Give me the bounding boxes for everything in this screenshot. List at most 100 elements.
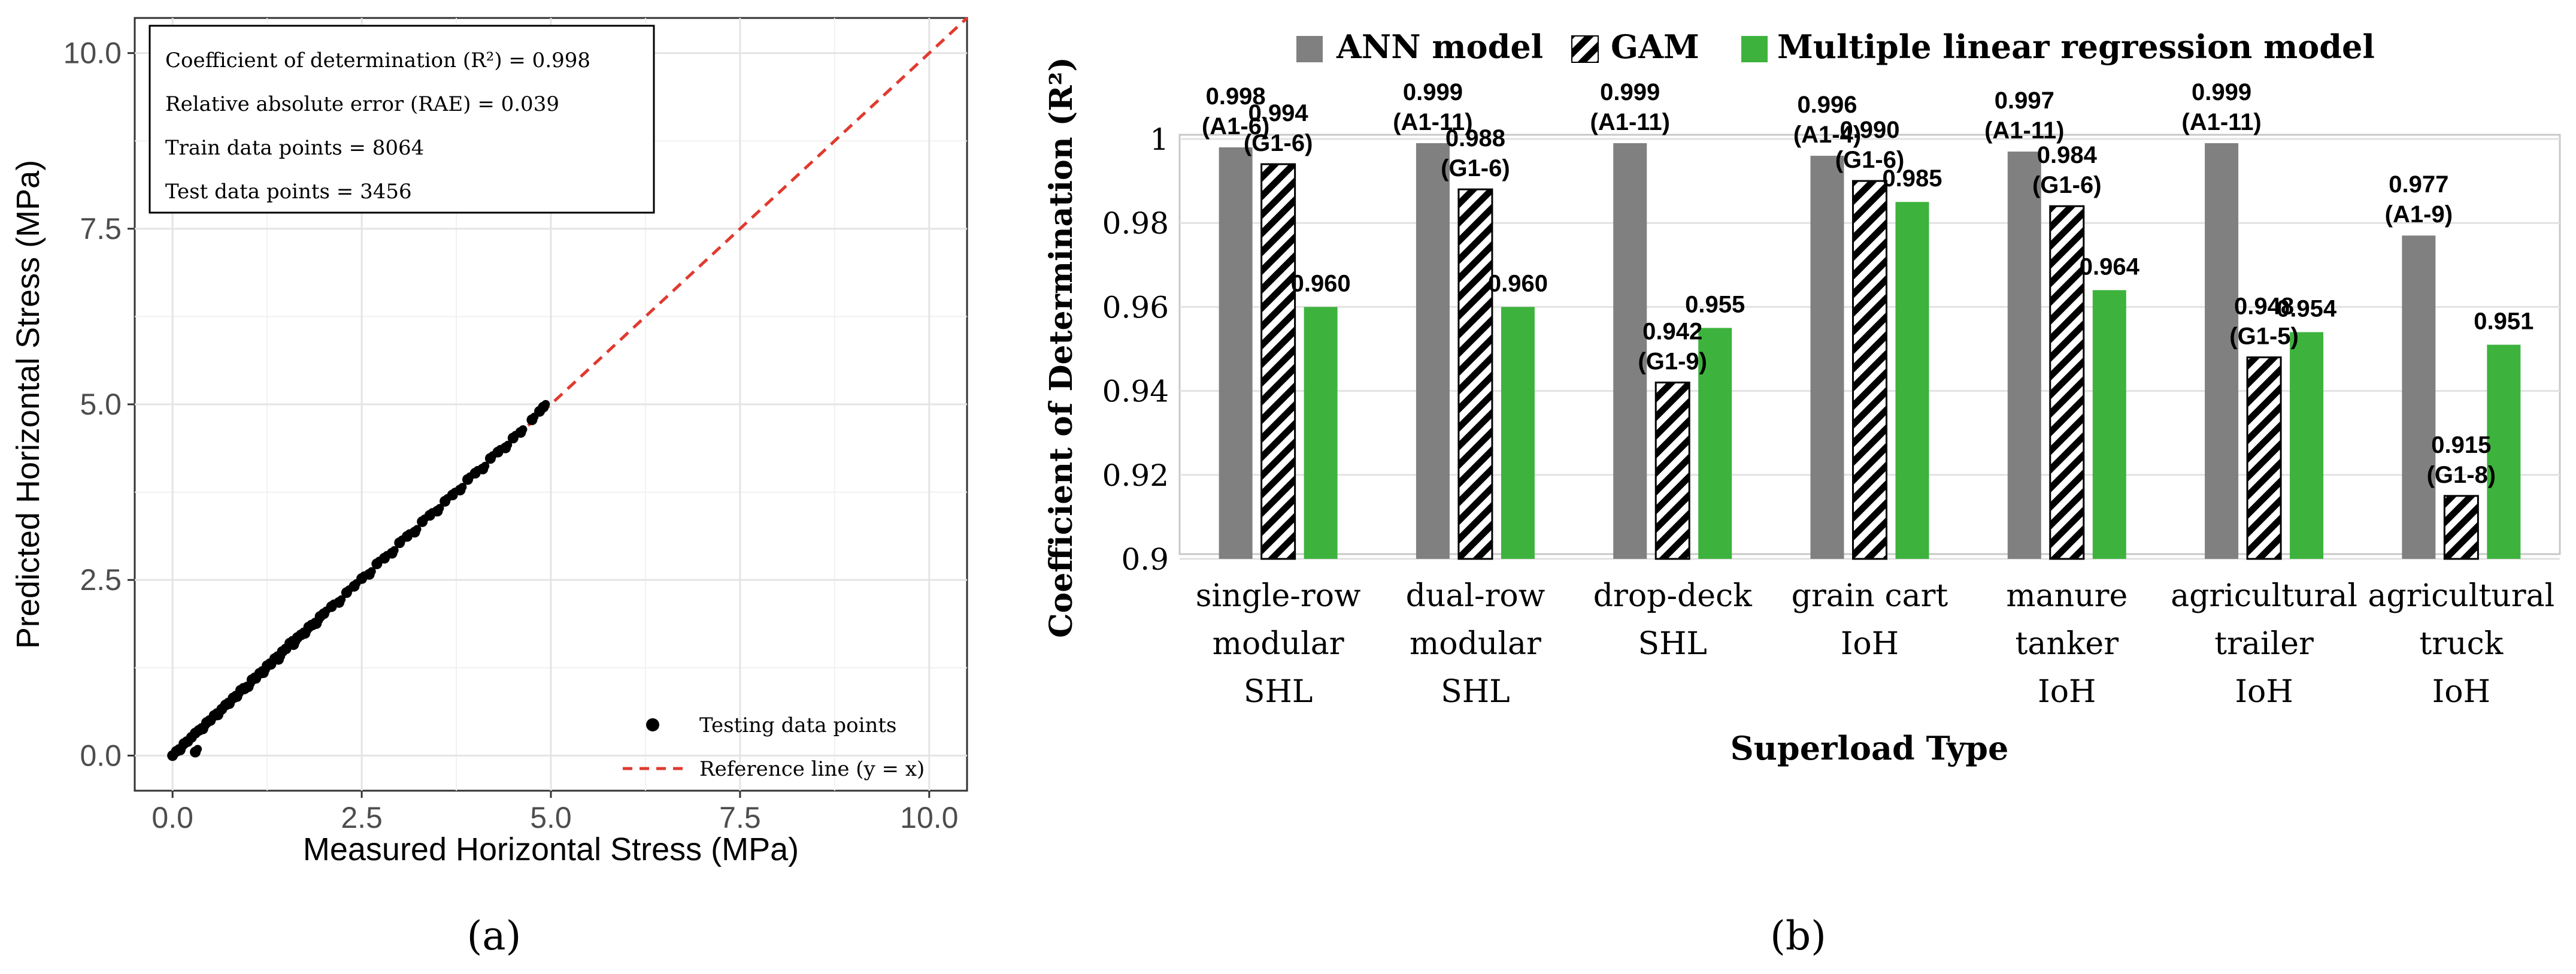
bar-multiple-linear-regression-model (2487, 344, 2521, 559)
bar-gam (1260, 163, 1296, 560)
bar-y-tick-label: 1 (1150, 122, 1169, 157)
stats-box: Coefficient of determination (R²) = 0.99… (149, 25, 655, 214)
y-tick-label: 0.0 (80, 739, 122, 772)
bar-value-label: 0.988 (1445, 125, 1505, 152)
bar-value-label: 0.985 (1882, 165, 1942, 192)
panel-b-label: (b) (1770, 913, 1826, 959)
bar-y-tick-label: 0.9 (1121, 542, 1169, 577)
bar-category-label: agricultural (2171, 578, 2357, 614)
legend-swatch-gam (1571, 35, 1599, 63)
bar-value-label: 0.997 (1995, 87, 2054, 114)
legend-label-testing-points: Testing data points (699, 713, 897, 737)
bar-multiple-linear-regression-model (1304, 307, 1338, 559)
bar-category-label: tanker (2016, 626, 2119, 662)
bar-legend: ANN model GAM Multiple linear regression… (1296, 28, 2375, 66)
bar-category-labels: single-row modular SHL dual-row modular SHL dr… (1196, 578, 2555, 710)
bar-category-label: SHL (1638, 626, 1707, 662)
x-tick-label: 2.5 (341, 801, 383, 834)
bar-value-label: 0.942 (1642, 319, 1702, 345)
scatter-point (435, 504, 444, 513)
bar-y-tick-labels: 0.9 0.92 0.94 0.96 0.98 1 (1102, 122, 1169, 577)
x-tick-label: 5.0 (530, 801, 572, 834)
bar-ann-model (1810, 156, 1844, 559)
bar-value-label: 0.954 (2277, 295, 2337, 322)
bar-y-tick-label: 0.92 (1102, 458, 1169, 493)
panel-a-label: (a) (467, 913, 522, 959)
bar-value-label: 0.984 (2037, 142, 2098, 168)
bar-model-sublabel: (A1-11) (1393, 109, 1472, 135)
bar-panel: (A1-6) 0.998 (G1-6) 0.994 0.960 (A1-11) 0.999 (… (1043, 28, 2561, 959)
scatter-tick-labels: 0.0 0.0 2.5 2.5 5.0 5.0 7.5 7.5 10.0 10.0 (63, 37, 959, 834)
bar-value-label: 0.960 (1291, 270, 1351, 297)
bar-series (1219, 143, 2521, 560)
bar-multiple-linear-regression-model (1698, 328, 1732, 559)
bar-category-label: modular (1410, 626, 1541, 662)
bar-model-sublabel: (A1-4) (1793, 122, 1861, 148)
bar-x-axis-title: Superload Type (1731, 729, 2009, 767)
bar-value-label: 0.999 (1600, 79, 1660, 105)
scatter-point (413, 525, 422, 534)
bar-category-label: IoH (2235, 674, 2293, 710)
bar-category-label: IoH (2038, 674, 2096, 710)
scatter-point (519, 425, 528, 434)
bar-ann-model (1416, 143, 1450, 559)
bar-model-sublabel: (A1-6) (1202, 113, 1269, 140)
legend-point-marker (646, 718, 659, 731)
y-tick-label: 2.5 (80, 563, 122, 597)
bar-multiple-linear-regression-model (1501, 307, 1535, 559)
scatter-point (367, 567, 376, 576)
bar-category-label: drop-deck (1593, 578, 1752, 614)
bar-category-label: IoH (2432, 674, 2490, 710)
bar-model-sublabel: (A1-9) (2385, 201, 2453, 228)
bar-model-sublabel: (G1-6) (1441, 155, 1510, 182)
bar-value-label: 0.998 (1206, 83, 1266, 110)
scatter-point (504, 440, 513, 449)
scatter-point (458, 483, 467, 492)
bar-value-label: 0.990 (1839, 117, 1899, 143)
bar-ann-model (1219, 147, 1253, 559)
bar-category-label: modular (1213, 626, 1344, 662)
bar-y-tick-label: 0.94 (1102, 374, 1169, 409)
scatter-point (481, 461, 490, 470)
bar-value-label: 0.964 (2080, 253, 2140, 280)
bar-category-label: SHL (1441, 674, 1510, 710)
bar-category-label: trailer (2214, 626, 2314, 662)
bar-ann-model (2007, 152, 2041, 559)
bar-multiple-linear-regression-model (1895, 202, 1929, 559)
bar-value-label: 0.951 (2474, 308, 2533, 334)
bar-model-sublabel: (G1-5) (2229, 323, 2299, 350)
bar-value-label: 0.948 (2234, 294, 2294, 320)
legend-swatch-ann (1296, 36, 1323, 62)
bar-category-label: single-row (1196, 578, 1361, 614)
bar-model-sublabel: (A1-11) (2181, 109, 2261, 135)
bar-multiple-linear-regression-model (2290, 332, 2324, 559)
stats-test-points: Test data points = 3456 (165, 180, 412, 204)
x-tick-label: 7.5 (719, 801, 761, 834)
y-tick-label: 5.0 (80, 388, 122, 421)
bar-model-sublabel: (G1-6) (1835, 147, 1905, 173)
scatter-x-axis-title: Measured Horizontal Stress (MPa) (303, 831, 799, 867)
scatter-point (541, 400, 550, 409)
bar-value-label: 0.999 (2192, 79, 2251, 105)
bar-y-tick-label: 0.96 (1102, 290, 1169, 325)
bar-model-sublabel: (G1-8) (2427, 462, 2496, 488)
bar-gam (2443, 495, 2479, 560)
bar-y-tick-label: 0.98 (1102, 206, 1169, 241)
bar-gam (2246, 356, 2282, 560)
bar-category-label: SHL (1244, 674, 1313, 710)
bar-value-label: 0.994 (1248, 100, 1309, 126)
scatter-point (390, 546, 399, 555)
y-tick-label: 7.5 (80, 212, 122, 246)
bar-value-label: 0.977 (2389, 171, 2448, 198)
legend-label-ann: ANN model (1336, 28, 1543, 66)
legend-swatch-mlr (1741, 36, 1768, 62)
scatter-point (337, 595, 346, 604)
legend-label-gam: GAM (1611, 28, 1699, 66)
bar-category-label: manure (2006, 578, 2128, 614)
bar-category-label: grain cart (1792, 578, 1948, 614)
y-tick-label: 10.0 (63, 37, 122, 70)
bar-multiple-linear-regression-model (2092, 290, 2126, 559)
bar-category-label: dual-row (1406, 578, 1545, 614)
bar-ann-model (2402, 235, 2436, 559)
